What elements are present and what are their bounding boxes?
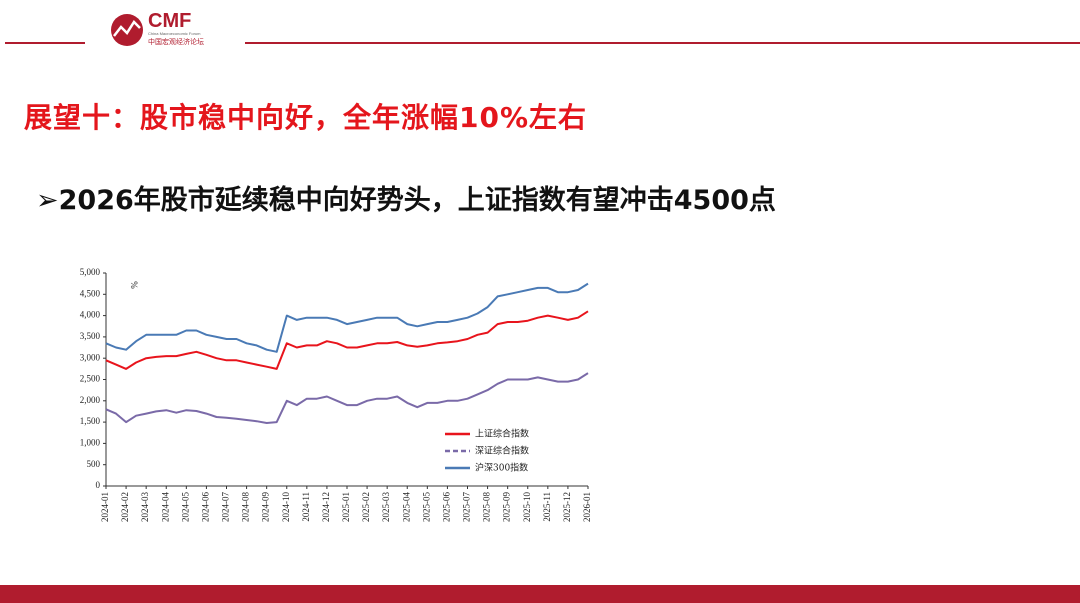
- x-tick-label: 2025-08: [482, 492, 492, 522]
- y-tick-label: 2,000: [80, 395, 101, 405]
- x-tick-label: 2025-09: [502, 492, 512, 522]
- y-tick-label: 1,500: [80, 416, 101, 426]
- y-tick-label: 500: [87, 459, 101, 469]
- x-tick-label: 2024-07: [221, 492, 231, 522]
- x-tick-label: 2024-12: [321, 492, 331, 522]
- y-tick-label: 3,000: [80, 352, 101, 362]
- y-tick-label: 2,500: [80, 374, 101, 384]
- x-tick-label: 2024-09: [261, 492, 271, 522]
- series-line: [105, 282, 589, 353]
- x-tick-label: 2025-01: [341, 492, 351, 522]
- y-tick-label: 1,000: [80, 437, 101, 447]
- series-line: [105, 372, 589, 424]
- x-tick-label: 2026-01: [582, 492, 592, 522]
- x-tick-label: 2025-12: [562, 492, 572, 522]
- logo-icon: [111, 14, 143, 46]
- slide-title: 展望十：股市稳中向好，全年涨幅10%左右: [24, 101, 588, 134]
- x-tick-label: 2025-11: [542, 492, 552, 522]
- y-tick-label: 4,000: [80, 310, 101, 320]
- x-tick-label: 2024-05: [180, 492, 190, 522]
- x-tick-label: 2024-01: [100, 492, 110, 522]
- legend-label: 深证综合指数: [475, 445, 529, 457]
- logo-english: China Macroeconomic Forum: [148, 31, 201, 36]
- x-tick-label: 2024-10: [281, 492, 291, 522]
- x-tick-label: 2024-03: [140, 492, 150, 522]
- x-tick-label: 2025-04: [401, 492, 411, 522]
- unit-label: %: [129, 281, 139, 289]
- x-tick-label: 2024-06: [200, 492, 210, 522]
- series-line: [105, 310, 589, 370]
- y-tick-label: 3,500: [80, 331, 101, 341]
- x-tick-label: 2024-02: [120, 492, 130, 522]
- header-rule: [245, 42, 1080, 44]
- x-tick-label: 2025-02: [361, 492, 371, 522]
- x-tick-label: 2024-08: [241, 492, 251, 522]
- y-tick-label: 5,000: [80, 267, 101, 277]
- footer-band: [0, 585, 1080, 603]
- y-tick-label: 0: [96, 480, 101, 490]
- x-tick-label: 2025-07: [462, 492, 472, 522]
- legend-label: 沪深300指数: [475, 462, 528, 474]
- x-tick-label: 2025-06: [441, 492, 451, 522]
- legend-label: 上证综合指数: [475, 428, 529, 440]
- slide-subtitle: ➢2026年股市延续稳中向好势头，上证指数有望冲击4500点: [36, 185, 776, 216]
- logo-mark: CMF: [148, 10, 192, 32]
- header-rule: [5, 42, 85, 44]
- x-tick-label: 2024-04: [160, 492, 170, 522]
- x-tick-label: 2025-03: [381, 492, 391, 522]
- x-tick-label: 2025-10: [522, 492, 532, 522]
- x-tick-label: 2025-05: [421, 492, 431, 522]
- y-tick-label: 4,500: [80, 288, 101, 298]
- logo-chinese: 中国宏观经济论坛: [148, 38, 204, 46]
- x-tick-label: 2024-11: [301, 492, 311, 522]
